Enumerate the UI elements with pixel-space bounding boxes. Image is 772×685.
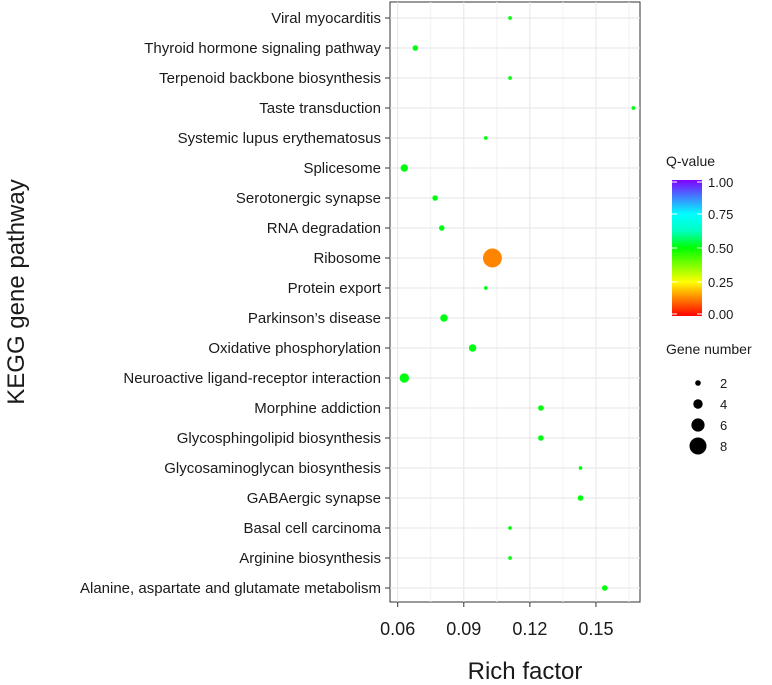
size-legend-label: 4: [720, 397, 727, 412]
data-point: [601, 585, 608, 591]
y-tick-label: Serotonergic synapse: [236, 190, 381, 207]
data-point: [508, 556, 512, 560]
data-points: [399, 16, 636, 591]
colorbar-tick-label: 0.25: [708, 275, 733, 290]
y-tick-label: Oxidative phosphorylation: [208, 340, 381, 357]
y-tick-label: Protein export: [288, 280, 382, 297]
colorbar-tick-label: 0.50: [708, 241, 733, 256]
data-point: [631, 106, 636, 110]
data-point: [508, 526, 512, 530]
colorbar-tick-label: 0.75: [708, 207, 733, 222]
x-tick-label: 0.06: [380, 619, 415, 639]
y-tick-label: RNA degradation: [267, 220, 381, 237]
legend-gene-number-title: Gene number: [666, 341, 752, 357]
y-tick-label: Taste transduction: [259, 100, 381, 117]
data-point: [578, 466, 583, 470]
data-point: [412, 45, 419, 51]
x-axis-title: Rich factor: [468, 658, 583, 685]
data-point: [538, 405, 544, 411]
size-legend-label: 2: [720, 376, 727, 391]
grid: [390, 2, 640, 602]
y-tick-label: Glycosaminoglycan biosynthesis: [164, 460, 381, 477]
y-axis-title: KEGG gene pathway: [3, 179, 30, 404]
x-tick-label: 0.12: [512, 619, 547, 639]
data-point: [440, 314, 448, 322]
data-point: [508, 16, 512, 20]
y-tick-label: GABAergic synapse: [247, 490, 381, 507]
data-point: [508, 76, 512, 80]
y-tick-label: Basal cell carcinoma: [243, 520, 381, 537]
size-legend-label: 6: [720, 418, 727, 433]
size-legend-dot: [689, 437, 707, 455]
size-legend-dot: [695, 380, 701, 386]
y-tick-label: Glycosphingolipid biosynthesis: [177, 430, 381, 447]
data-point: [483, 136, 488, 140]
y-tick-label: Neuroactive ligand-receptor interaction: [123, 370, 381, 387]
y-tick-label: Arginine biosynthesis: [239, 550, 381, 567]
colorbar-tick-label: 1.00: [708, 175, 733, 190]
y-tick-label: Thyroid hormone signaling pathway: [144, 40, 381, 57]
colorbar-tick-label: 0.00: [708, 307, 733, 322]
y-tick-label: Parkinson’s disease: [248, 310, 381, 327]
x-tick-label: 0.09: [446, 619, 481, 639]
data-point: [432, 195, 438, 201]
y-tick-label: Splicesome: [303, 160, 381, 177]
plot-panel: [389, 1, 641, 603]
size-legend-label: 8: [720, 439, 727, 454]
data-point: [399, 373, 410, 383]
legend: Q-value 0.00 0.25 0.50 0.75 1.00 Gene number…: [666, 153, 752, 455]
x-tick-label: 0.15: [578, 619, 613, 639]
y-tick-label: Viral myocarditis: [271, 10, 381, 27]
y-tick-label: Alanine, aspartate and glutamate metabol…: [80, 580, 381, 597]
data-point: [438, 225, 445, 231]
colorbar-ticks: 0.00 0.25 0.50 0.75 1.00: [672, 175, 733, 322]
data-point: [483, 286, 488, 290]
data-point: [577, 495, 584, 501]
x-axis: 0.06 0.09 0.12 0.15: [380, 602, 613, 639]
legend-q-value-title: Q-value: [666, 153, 715, 169]
data-point: [482, 248, 502, 268]
data-point: [400, 164, 409, 172]
y-tick-label: Ribosome: [313, 250, 381, 267]
data-point: [468, 344, 477, 352]
y-tick-label: Morphine addiction: [254, 400, 381, 417]
y-tick-label: Terpenoid backbone biosynthesis: [159, 70, 381, 87]
size-legend-dot: [693, 399, 703, 409]
size-legend: 2 4 6 8: [689, 376, 727, 455]
data-point: [538, 435, 544, 441]
size-legend-dot: [691, 418, 705, 432]
y-axis: Viral myocarditis Thyroid hormone signali…: [80, 10, 390, 597]
y-tick-label: Systemic lupus erythematosus: [178, 130, 381, 147]
